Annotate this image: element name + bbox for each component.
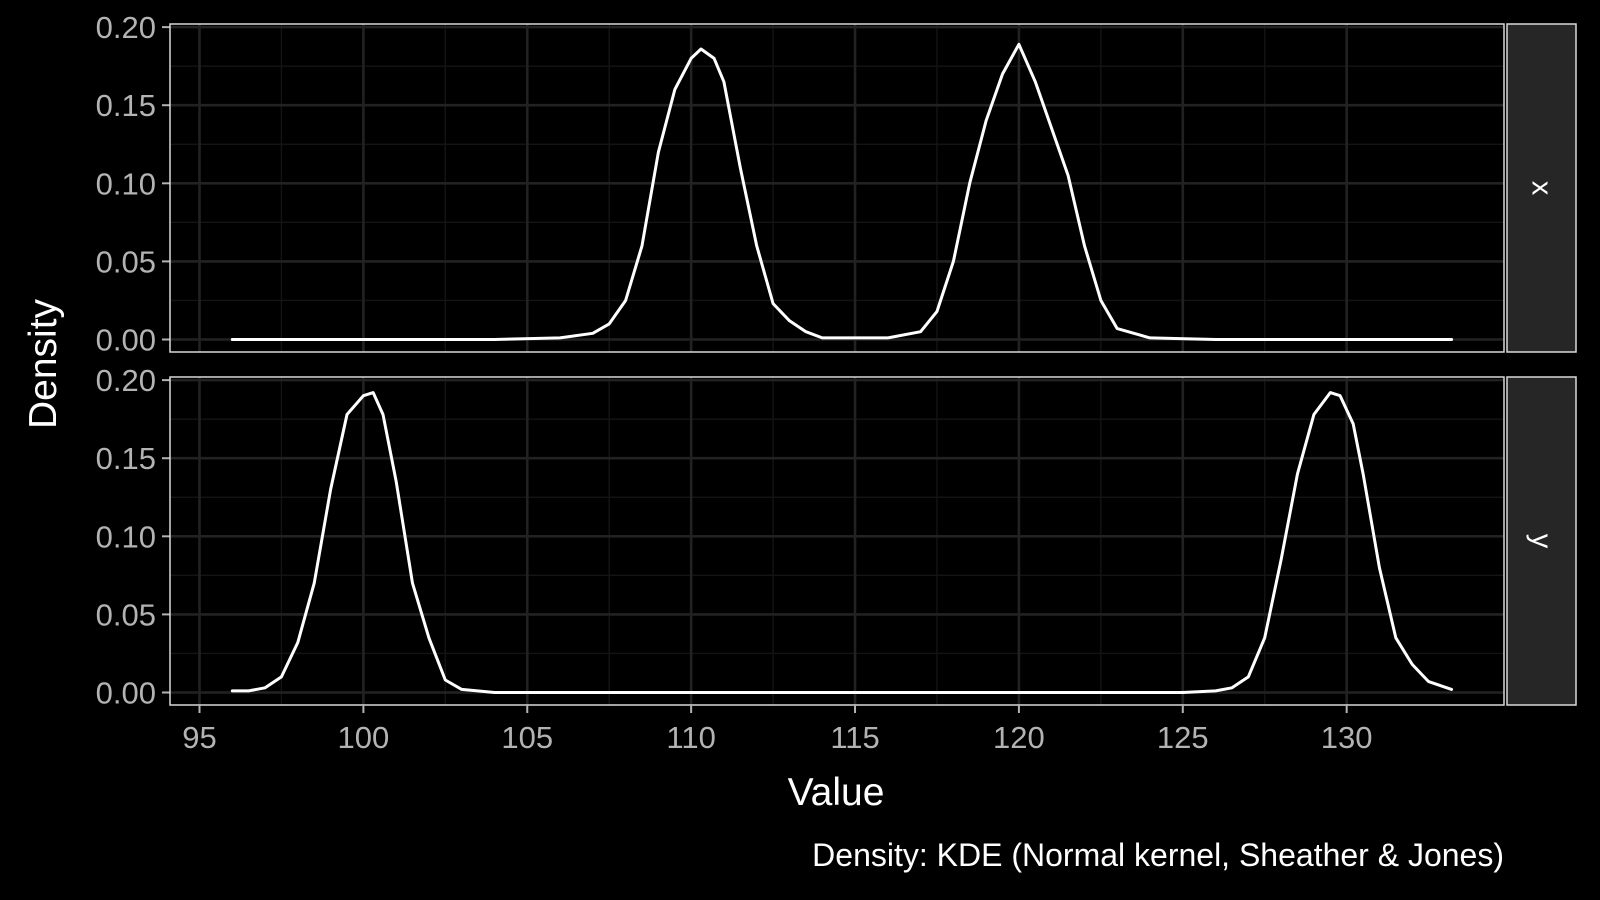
y-tick-label: 0.20: [96, 10, 156, 45]
x-tick-label: 120: [993, 720, 1045, 755]
y-tick-label: 0.10: [96, 166, 156, 201]
x-tick-label: 115: [830, 720, 879, 755]
x-tick-label: 130: [1321, 720, 1373, 755]
y-tick-label: 0.05: [96, 244, 156, 279]
y-tick-label: 0.15: [96, 441, 156, 476]
facet-strip: [1506, 376, 1577, 706]
panel-background: [170, 377, 1504, 705]
x-axis: 95 100 105 110 115 120 125 130: [182, 705, 1373, 755]
y-axis-title: Density: [22, 298, 65, 429]
y-tick-label: 0.20: [96, 363, 156, 398]
x-tick-label: 125: [1157, 720, 1209, 755]
panel-border: [169, 23, 1505, 353]
y-tick-label: 0.00: [96, 323, 156, 358]
y-tick-label: 0.00: [96, 676, 156, 711]
facet-strip: [1506, 23, 1577, 353]
x-tick-label: 100: [338, 720, 390, 755]
facet-panel-x: 0.00 0.05 0.10 0.15 0.20 x: [96, 10, 1577, 358]
facet-strip-label: x: [1526, 181, 1558, 196]
y-tick-label: 0.10: [96, 519, 156, 554]
x-tick-label: 105: [501, 720, 553, 755]
facet-panels: 0.00 0.05 0.10 0.15 0.20 x 0.00 0.05 0.10 0.15 0.2…: [96, 10, 1577, 711]
x-axis-title: Value: [788, 771, 885, 814]
x-tick-label: 95: [182, 720, 216, 755]
facet-strip-label: y: [1526, 534, 1558, 549]
facet-panel-y: 0.00 0.05 0.10 0.15 0.20 y: [96, 363, 1577, 711]
density-curve-x: [230, 42, 1454, 341]
density-curve-y: [230, 391, 1454, 694]
x-tick-label: 110: [666, 720, 715, 755]
y-tick-label: 0.05: [96, 597, 156, 632]
panel-border: [169, 376, 1505, 706]
chart-caption: Density: KDE (Normal kernel, Sheather & …: [812, 837, 1504, 873]
y-tick-label: 0.15: [96, 88, 156, 123]
panel-background: [170, 24, 1504, 352]
